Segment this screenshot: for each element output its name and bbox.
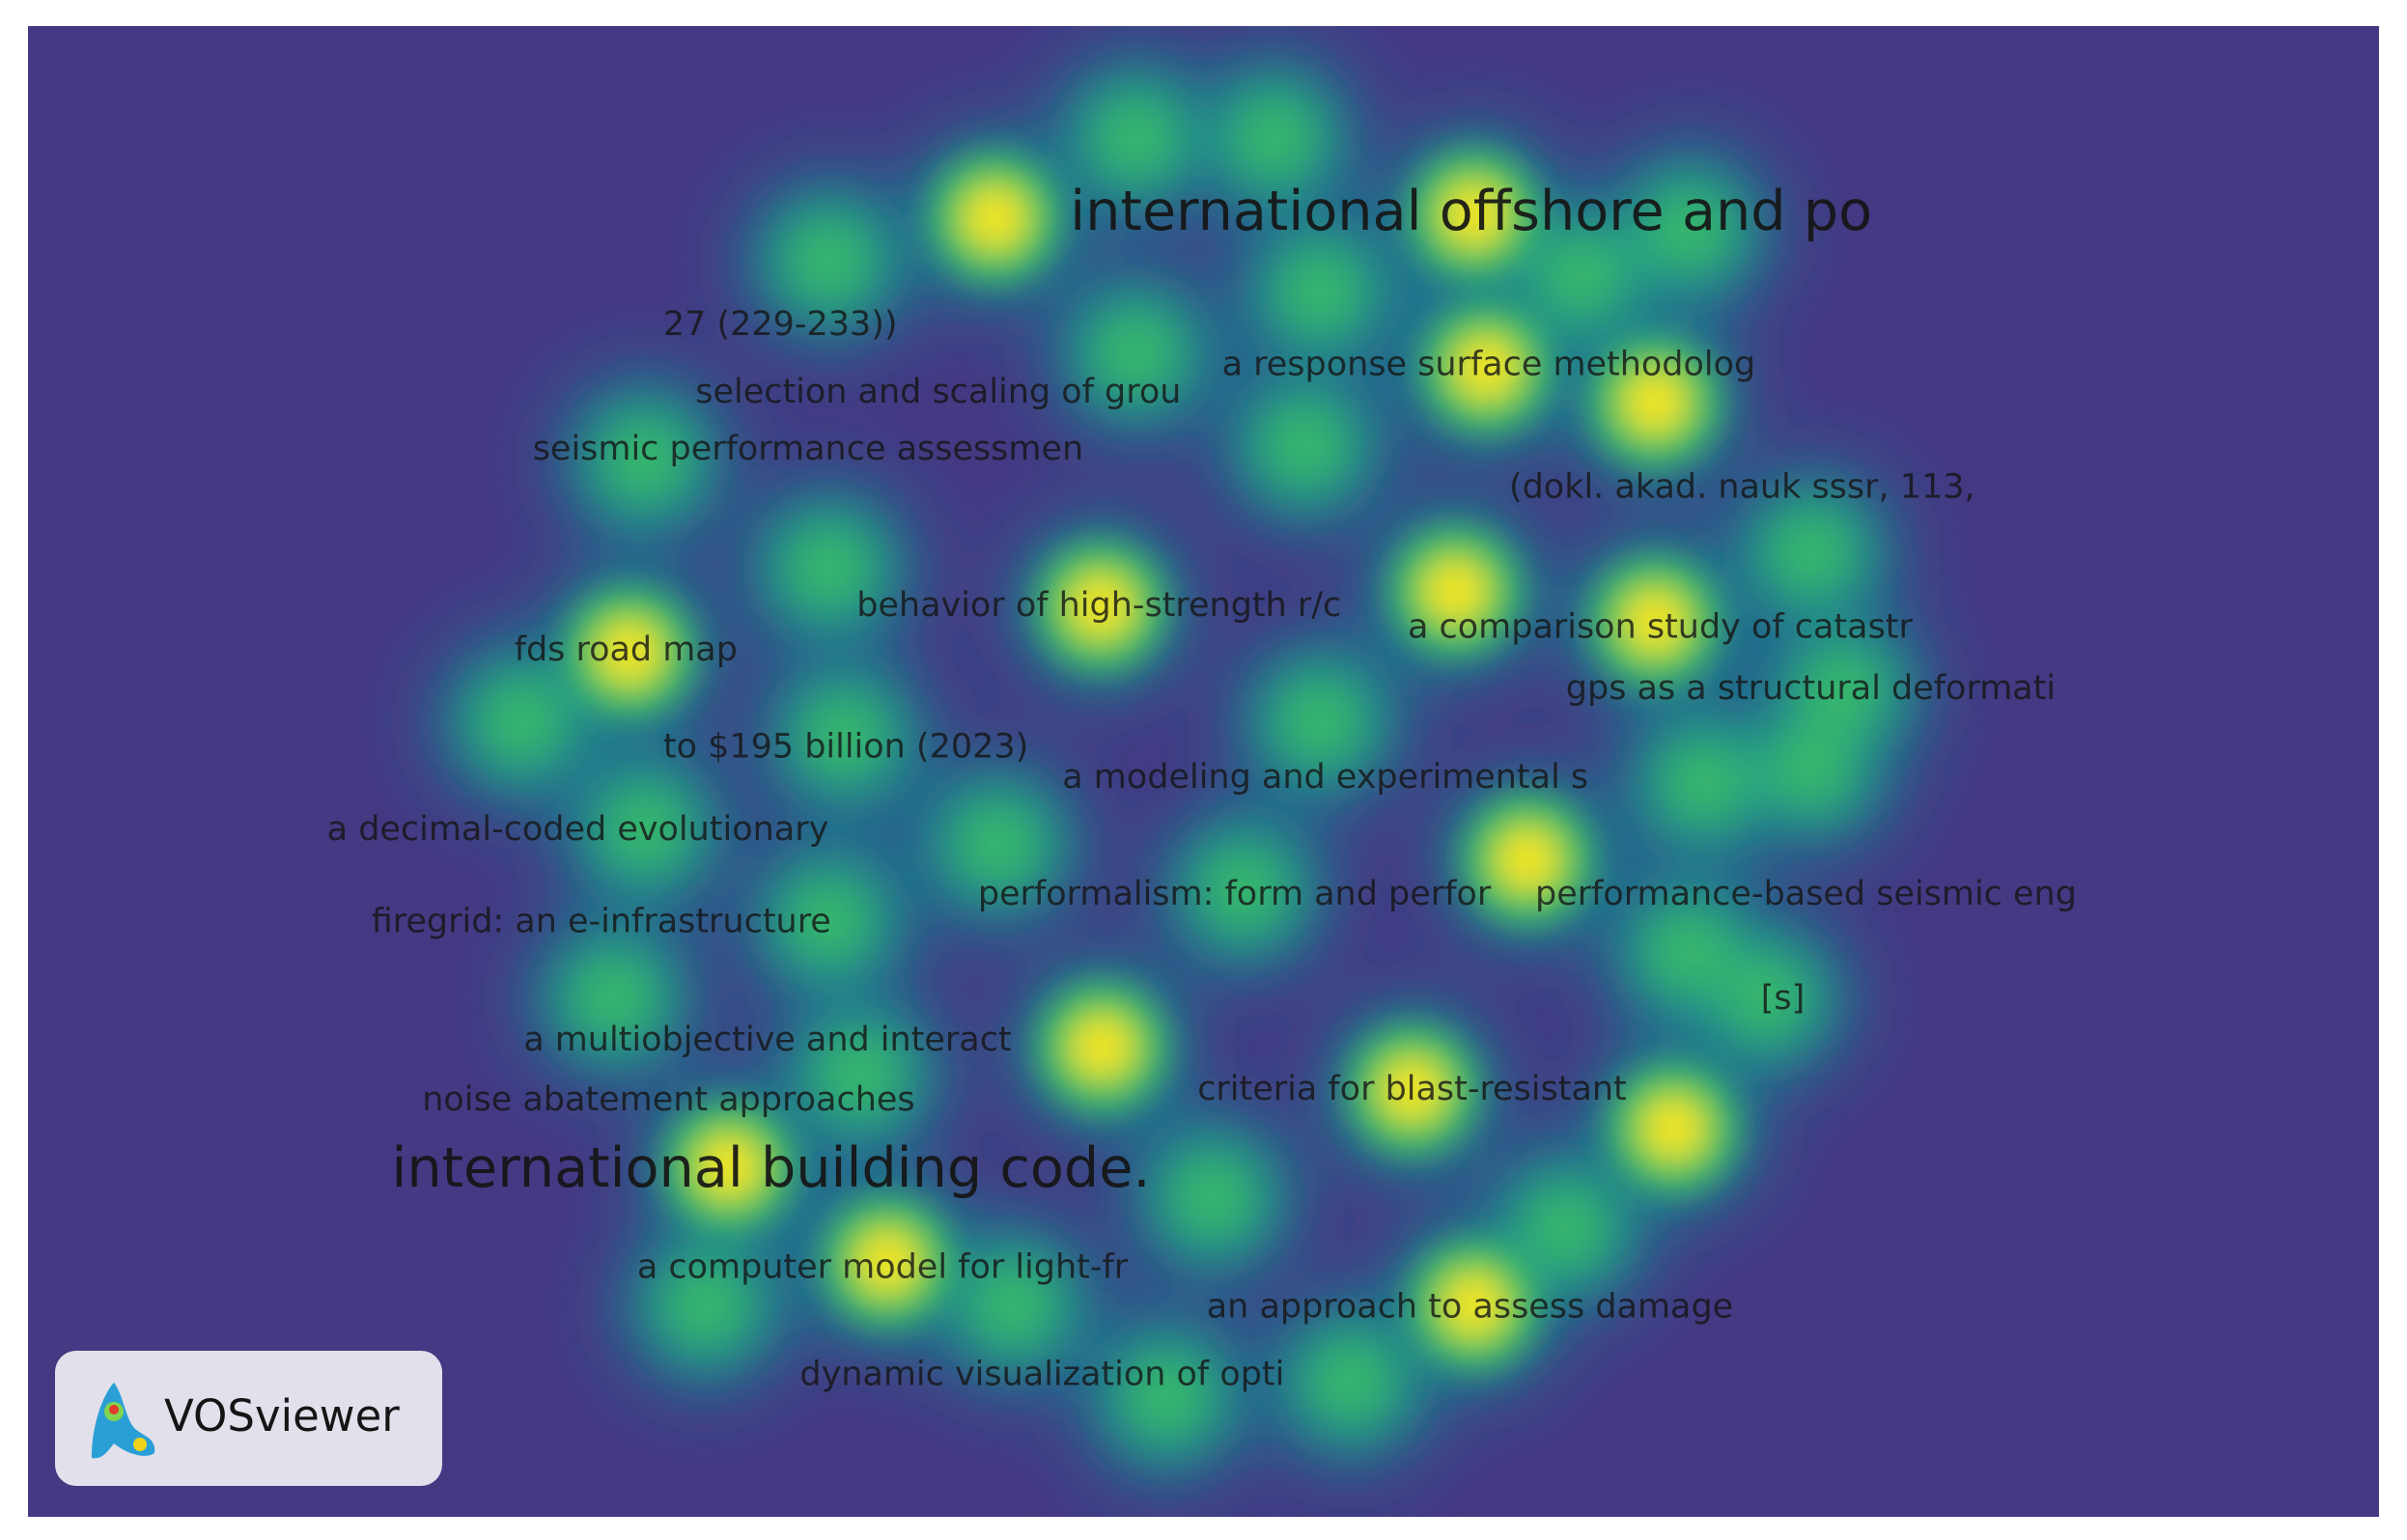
density-core: [1235, 99, 1313, 178]
node-label: an approach to assess damage: [1207, 1288, 1733, 1327]
logo-icon: [92, 1383, 155, 1459]
labels: international offshore and po 27 (229-233…: [327, 180, 2077, 1393]
density-core: [1726, 959, 1805, 1037]
node-label: a comparison study of catastr: [1408, 607, 1913, 646]
density-core: [1542, 238, 1620, 316]
node-label: noise abatement approaches: [422, 1080, 914, 1119]
node-label: behavior of high-strength r/c: [856, 586, 1341, 625]
node-label: criteria for blast-resistant: [1197, 1070, 1627, 1108]
node-label: international building code.: [391, 1136, 1150, 1200]
node-label: [s]: [1761, 979, 1805, 1018]
density-core: [821, 1036, 899, 1113]
density-core: [1097, 314, 1175, 392]
density-core: [605, 790, 684, 868]
density-core: [605, 422, 684, 499]
density-core: [790, 529, 868, 607]
node-label: performalism: form and perfor: [978, 875, 1492, 913]
logo-text: VOSviewer: [164, 1390, 400, 1442]
density-core: [1128, 1358, 1206, 1436]
density-core: [1266, 406, 1344, 485]
density-peak-core: [596, 619, 662, 686]
density-peak-core: [1441, 182, 1507, 248]
density-peak-core: [1068, 574, 1134, 640]
density-core: [1281, 683, 1359, 761]
density-peak-core: [854, 1228, 921, 1295]
density-peak-core: [1640, 1095, 1707, 1162]
density-core: [790, 222, 868, 300]
density-core: [1097, 99, 1175, 178]
density-core: [1773, 729, 1851, 806]
density-peak: [569, 154, 1734, 1365]
density-peak-core: [1622, 369, 1689, 435]
logo: VOSviewer: [55, 1351, 442, 1486]
density-outer: [430, 46, 1934, 1489]
node-label: a computer model for light-fr: [637, 1247, 1129, 1286]
node-label: a modeling and experimental s: [1062, 758, 1588, 797]
node-label: 27 (229-233)): [663, 305, 898, 344]
node-label: a multiobjective and interact: [523, 1021, 1011, 1059]
node-label: firegrid: an e-infrastructure: [372, 903, 831, 941]
density-core: [1650, 191, 1727, 269]
node-label: performance-based seismic eng: [1535, 875, 2077, 913]
density-core: [805, 698, 883, 776]
density-core: [1312, 1343, 1390, 1420]
node-label: international offshore and po: [1070, 180, 1872, 243]
density-core: [483, 683, 561, 761]
density-core: [667, 1266, 745, 1344]
density-peak-core: [1069, 1014, 1135, 1080]
node-label: a response surface methodolog: [1222, 345, 1756, 383]
density-core: [1804, 652, 1881, 730]
node-label: (dokl. akad. nauk sssr, 113,: [1509, 468, 1975, 507]
density-peak-core: [1379, 1056, 1445, 1123]
node-label: fds road map: [515, 630, 738, 669]
density-core: [1204, 852, 1282, 930]
density-peak-core: [1495, 826, 1561, 893]
density-peak-core: [1441, 1272, 1507, 1338]
density-peak-core: [1422, 558, 1489, 625]
node-label: seismic performance assessmen: [533, 430, 1083, 468]
density-core: [1526, 1190, 1605, 1267]
density-core: [790, 882, 868, 960]
density-core: [974, 1266, 1052, 1344]
density-core: [1773, 514, 1851, 592]
density-peak-core: [962, 184, 1028, 251]
node-label: selection and scaling of grou: [695, 373, 1181, 411]
density-core: [1281, 253, 1359, 331]
node-label: a decimal-coded evolutionary: [327, 810, 829, 849]
density-peak-core: [1622, 588, 1689, 655]
density-peak-core: [1453, 335, 1520, 402]
node-label: gps as a structural deformati: [1566, 669, 2056, 708]
density-core: [575, 959, 653, 1037]
node-label: dynamic visualization of opti: [799, 1356, 1284, 1394]
density-core: [1650, 912, 1727, 991]
density-core: [1174, 1159, 1252, 1237]
node-label: to $195 billion (2023): [663, 727, 1028, 766]
density-peak-core: [696, 1134, 763, 1200]
density-core: [1665, 743, 1743, 822]
density-core: [959, 805, 1037, 883]
